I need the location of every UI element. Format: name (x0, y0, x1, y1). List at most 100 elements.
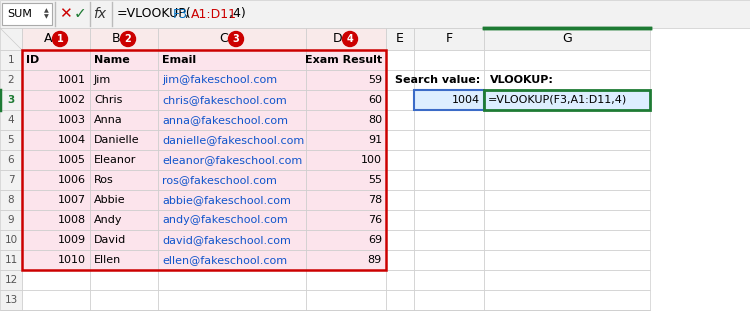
Text: 1006: 1006 (58, 175, 86, 185)
Bar (484, 270, 650, 290)
Text: 2: 2 (124, 34, 131, 44)
Bar (306, 270, 386, 290)
Bar (90, 230, 158, 250)
Bar (90, 270, 158, 290)
Bar (22, 210, 90, 230)
Bar (306, 130, 386, 150)
Text: =VLOOKUP(F3,A1:D11,4): =VLOOKUP(F3,A1:D11,4) (488, 95, 627, 105)
Bar (22, 50, 386, 270)
Text: 2: 2 (8, 75, 14, 85)
Text: anna@fakeschool.com: anna@fakeschool.com (162, 115, 288, 125)
Text: 12: 12 (4, 275, 18, 285)
Bar (90, 70, 158, 90)
Bar (306, 110, 386, 130)
Bar (0, 28, 22, 50)
Text: 69: 69 (368, 235, 382, 245)
Text: david@fakeschool.com: david@fakeschool.com (162, 235, 291, 245)
Bar (484, 90, 650, 110)
Bar (90, 150, 158, 170)
Bar (414, 230, 484, 250)
Bar (306, 250, 386, 270)
Bar (158, 190, 306, 210)
Text: ▼: ▼ (44, 15, 48, 20)
Bar (0, 70, 22, 90)
Text: Anna: Anna (94, 115, 123, 125)
Text: Email: Email (162, 55, 196, 65)
Bar (158, 70, 306, 90)
Text: Search value:: Search value: (394, 75, 480, 85)
Text: G: G (562, 32, 572, 46)
Text: =VLOOKUP(: =VLOOKUP( (117, 7, 192, 20)
Bar (414, 50, 484, 70)
Bar (22, 130, 90, 150)
Bar (2, 3, 52, 25)
Bar (158, 28, 306, 50)
Bar (90, 110, 158, 130)
Bar (22, 290, 90, 310)
Bar (158, 290, 306, 310)
Bar (306, 230, 386, 250)
Text: 13: 13 (4, 295, 18, 305)
Text: ellen@fakeschool.com: ellen@fakeschool.com (162, 255, 287, 265)
Bar (414, 250, 484, 270)
Text: Name: Name (94, 55, 130, 65)
Bar (158, 50, 306, 70)
Bar (484, 230, 650, 250)
Bar (414, 290, 484, 310)
Bar (158, 150, 306, 170)
Text: 55: 55 (368, 175, 382, 185)
Bar (414, 150, 484, 170)
Bar (386, 90, 414, 110)
Bar (0, 250, 22, 270)
Bar (22, 28, 90, 50)
Bar (90, 28, 158, 50)
Text: A: A (44, 32, 52, 46)
Bar (0, 150, 22, 170)
Bar (90, 130, 158, 150)
Bar (158, 210, 306, 230)
Bar (484, 90, 650, 110)
Bar (0, 130, 22, 150)
Text: 9: 9 (8, 215, 14, 225)
Bar (22, 250, 90, 270)
Bar (0, 230, 22, 250)
Text: Ros: Ros (94, 175, 114, 185)
Text: 59: 59 (368, 75, 382, 85)
Bar (22, 270, 90, 290)
Bar (414, 90, 484, 110)
Text: 3: 3 (8, 95, 15, 105)
Text: 1005: 1005 (58, 155, 86, 165)
Text: 1001: 1001 (58, 75, 86, 85)
Text: 11: 11 (4, 255, 18, 265)
Text: F3: F3 (172, 7, 188, 20)
Bar (484, 210, 650, 230)
Bar (306, 70, 386, 90)
Bar (306, 90, 386, 110)
Text: Danielle: Danielle (94, 135, 140, 145)
Circle shape (343, 32, 358, 46)
Bar (158, 230, 306, 250)
Bar (414, 110, 484, 130)
Text: Andy: Andy (94, 215, 122, 225)
Circle shape (121, 32, 136, 46)
Bar (484, 28, 650, 50)
Text: D: D (333, 32, 343, 46)
Bar (306, 290, 386, 310)
Bar (22, 90, 90, 110)
Text: 1009: 1009 (58, 235, 86, 245)
Text: Jim: Jim (94, 75, 111, 85)
Text: Chris: Chris (94, 95, 122, 105)
Text: 1004: 1004 (452, 95, 480, 105)
Bar (386, 250, 414, 270)
Text: F: F (446, 32, 452, 46)
Bar (386, 150, 414, 170)
Bar (158, 90, 306, 110)
Text: fx: fx (94, 7, 106, 21)
Bar (22, 170, 90, 190)
Bar (0, 290, 22, 310)
Text: Eleanor: Eleanor (94, 155, 136, 165)
Text: 60: 60 (368, 95, 382, 105)
Text: 1008: 1008 (58, 215, 86, 225)
Bar (386, 190, 414, 210)
Text: C: C (220, 32, 228, 46)
